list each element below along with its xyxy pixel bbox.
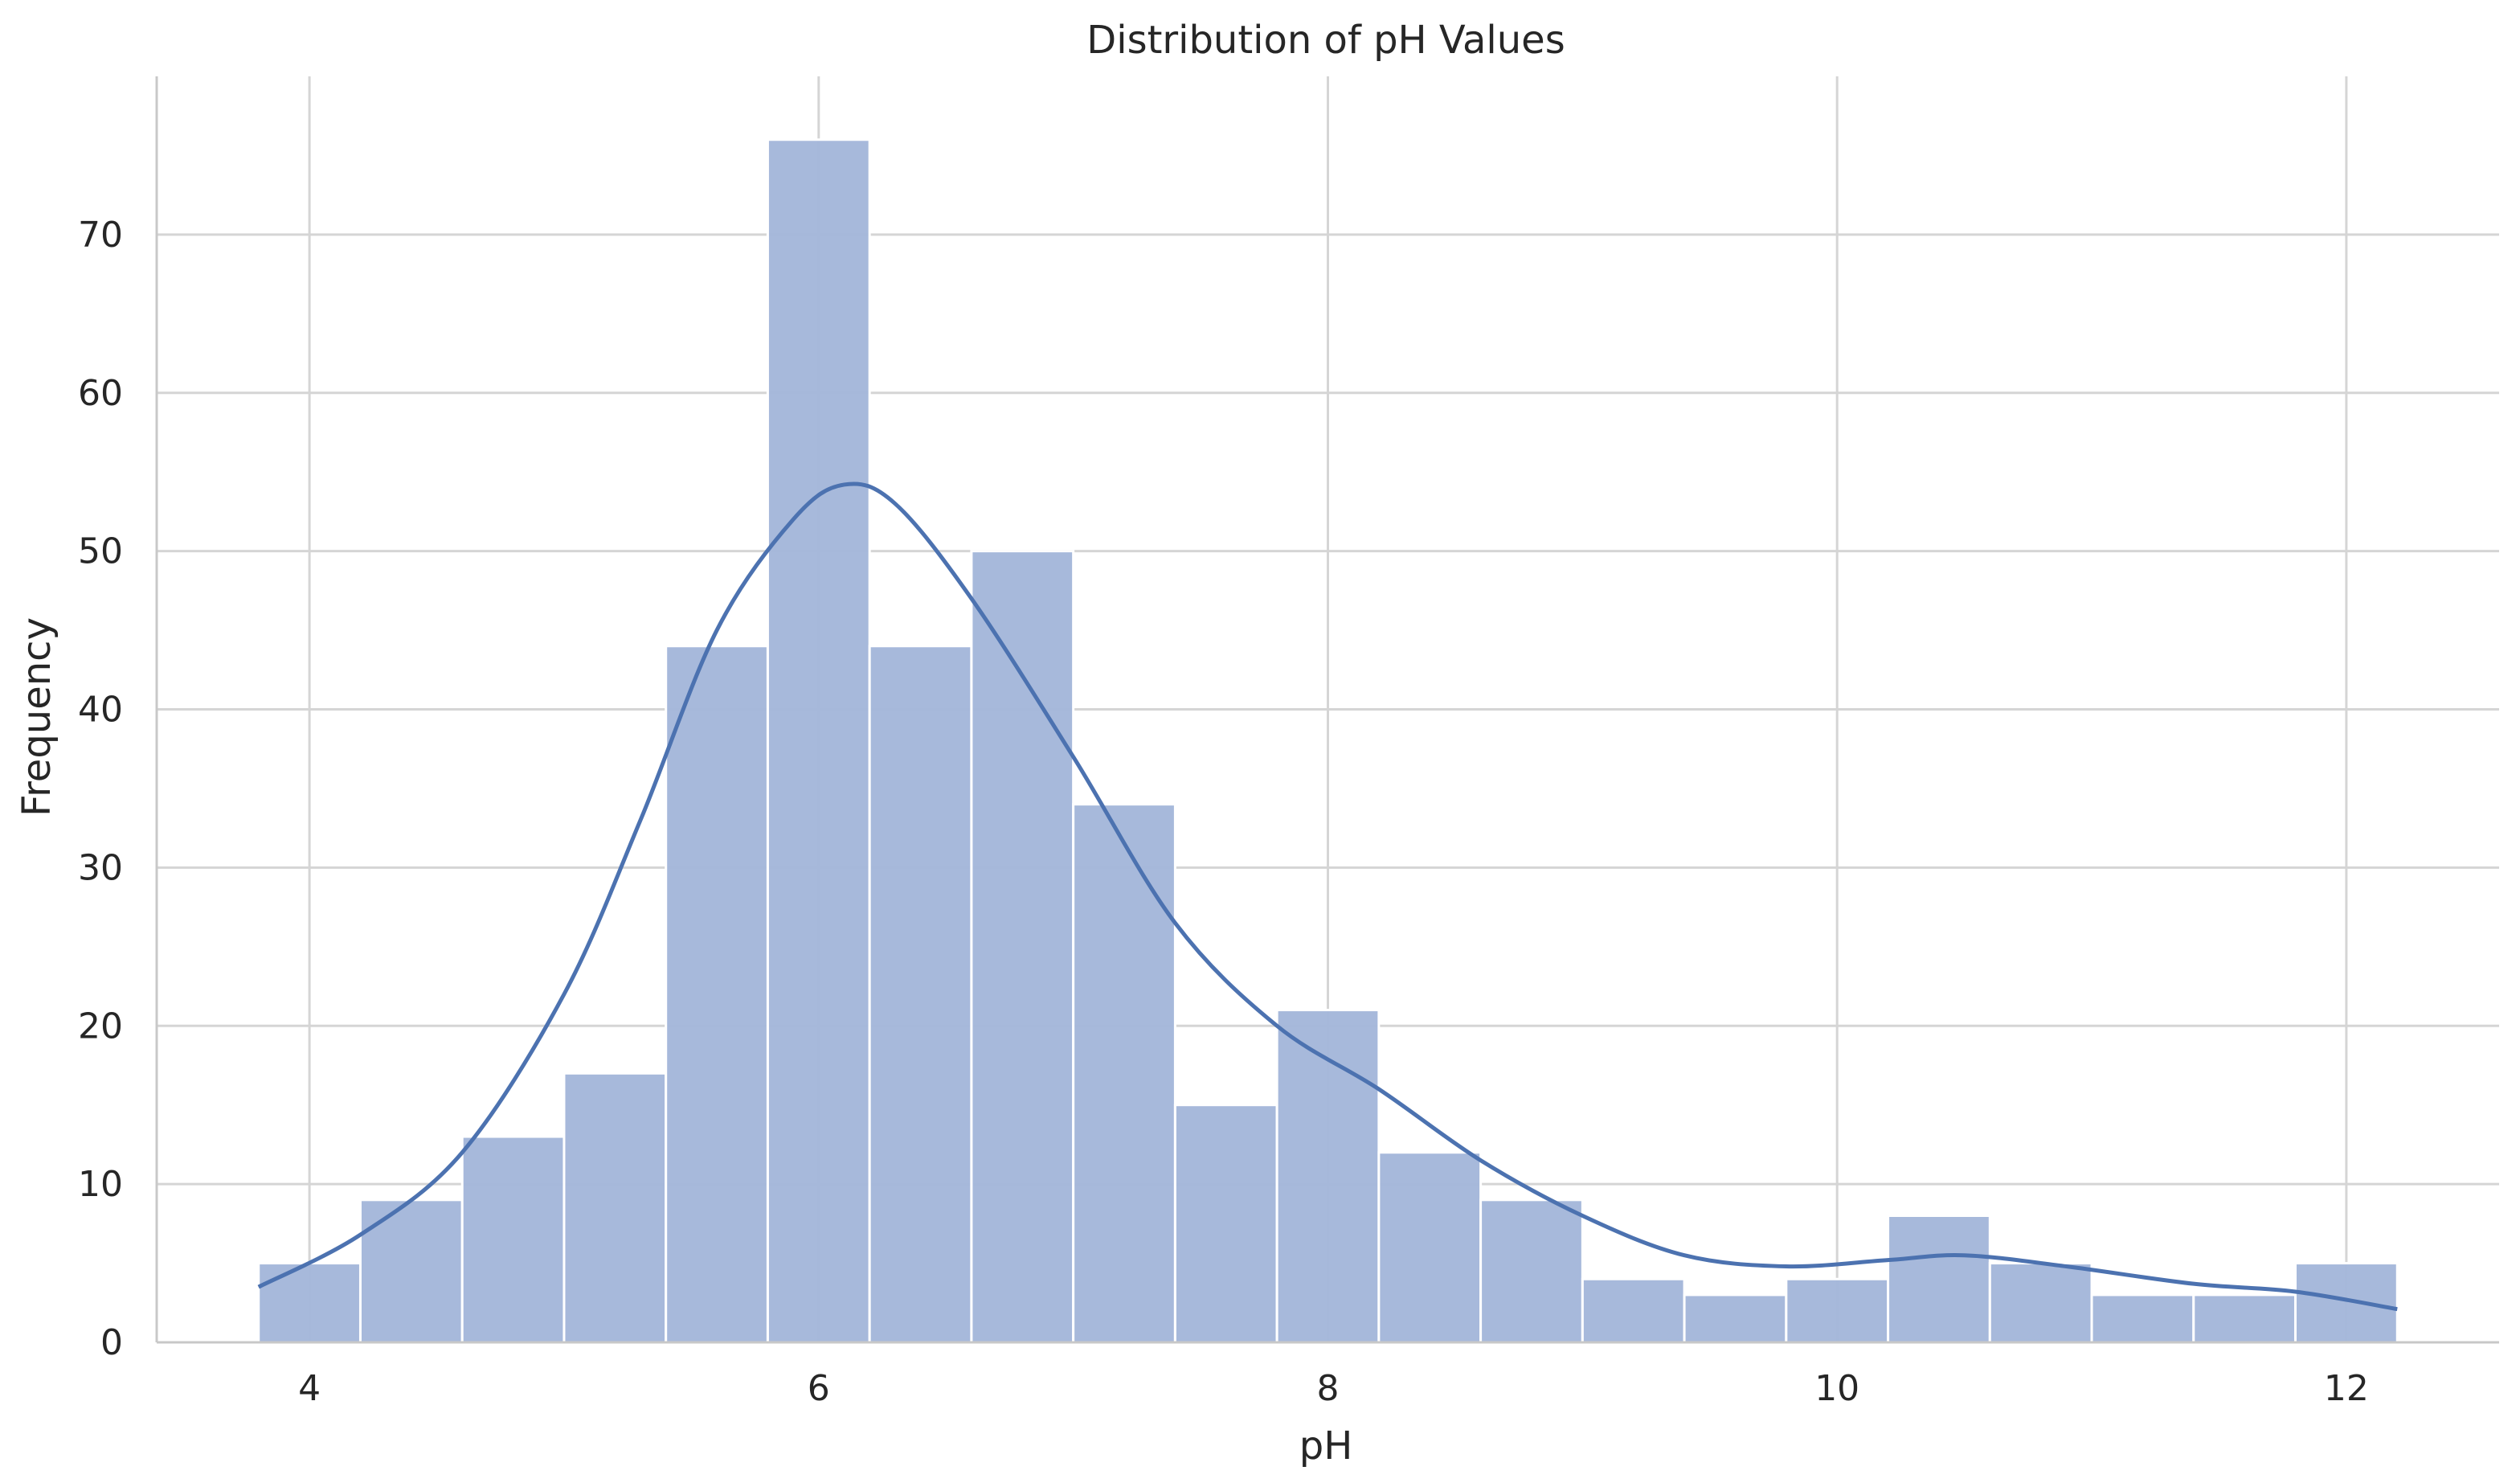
histogram-bar	[1173, 1104, 1278, 1344]
histogram-bar	[1275, 1009, 1381, 1344]
y-tick-label: 60	[78, 373, 123, 414]
y-axis-label: Frequency	[14, 617, 59, 817]
histogram-bar	[1887, 1215, 1991, 1344]
histogram-bar	[358, 1198, 464, 1344]
tick-labels: 0 10 20 30 40 50 60 70 4 6 8 10 12	[78, 215, 2369, 1409]
histogram-bar	[1683, 1293, 1788, 1344]
x-tick-label: 8	[1317, 1368, 1340, 1409]
x-tick-label: 10	[1814, 1368, 1859, 1409]
chart-title: Distribution of pH Values	[1086, 18, 1565, 63]
histogram-bar	[1479, 1198, 1584, 1344]
histogram-bar	[1988, 1262, 2093, 1344]
histogram-bar	[460, 1135, 566, 1344]
y-tick-label: 40	[78, 690, 123, 731]
histogram-bar	[2090, 1293, 2195, 1344]
histogram-bar	[257, 1262, 362, 1344]
y-tick-label: 50	[78, 531, 123, 572]
kde-curve	[257, 481, 2398, 1312]
histogram-bar	[868, 645, 973, 1344]
histogram-bar	[766, 138, 871, 1344]
x-tick-label: 4	[298, 1368, 321, 1409]
x-tick-label: 6	[808, 1368, 830, 1409]
histogram-bar	[562, 1071, 668, 1344]
axes	[155, 76, 2499, 1344]
y-tick-label: 20	[78, 1006, 123, 1047]
x-tick-label: 12	[2324, 1368, 2369, 1409]
y-tick-label: 10	[78, 1164, 123, 1205]
histogram-bar	[1377, 1151, 1483, 1344]
y-tick-label: 70	[78, 215, 123, 256]
histogram-bar	[970, 550, 1075, 1344]
histogram-bar	[1581, 1277, 1686, 1344]
histogram-bar	[1785, 1277, 1890, 1344]
histogram-bar	[2192, 1293, 2297, 1344]
x-axis-label: pH	[1299, 1424, 1353, 1469]
kde-line	[257, 481, 2398, 1312]
y-tick-label: 30	[78, 847, 123, 888]
histogram-bar	[2294, 1262, 2399, 1344]
histogram-bar	[665, 645, 769, 1344]
histogram-bar	[1072, 803, 1176, 1344]
y-tick-label: 0	[100, 1322, 123, 1363]
